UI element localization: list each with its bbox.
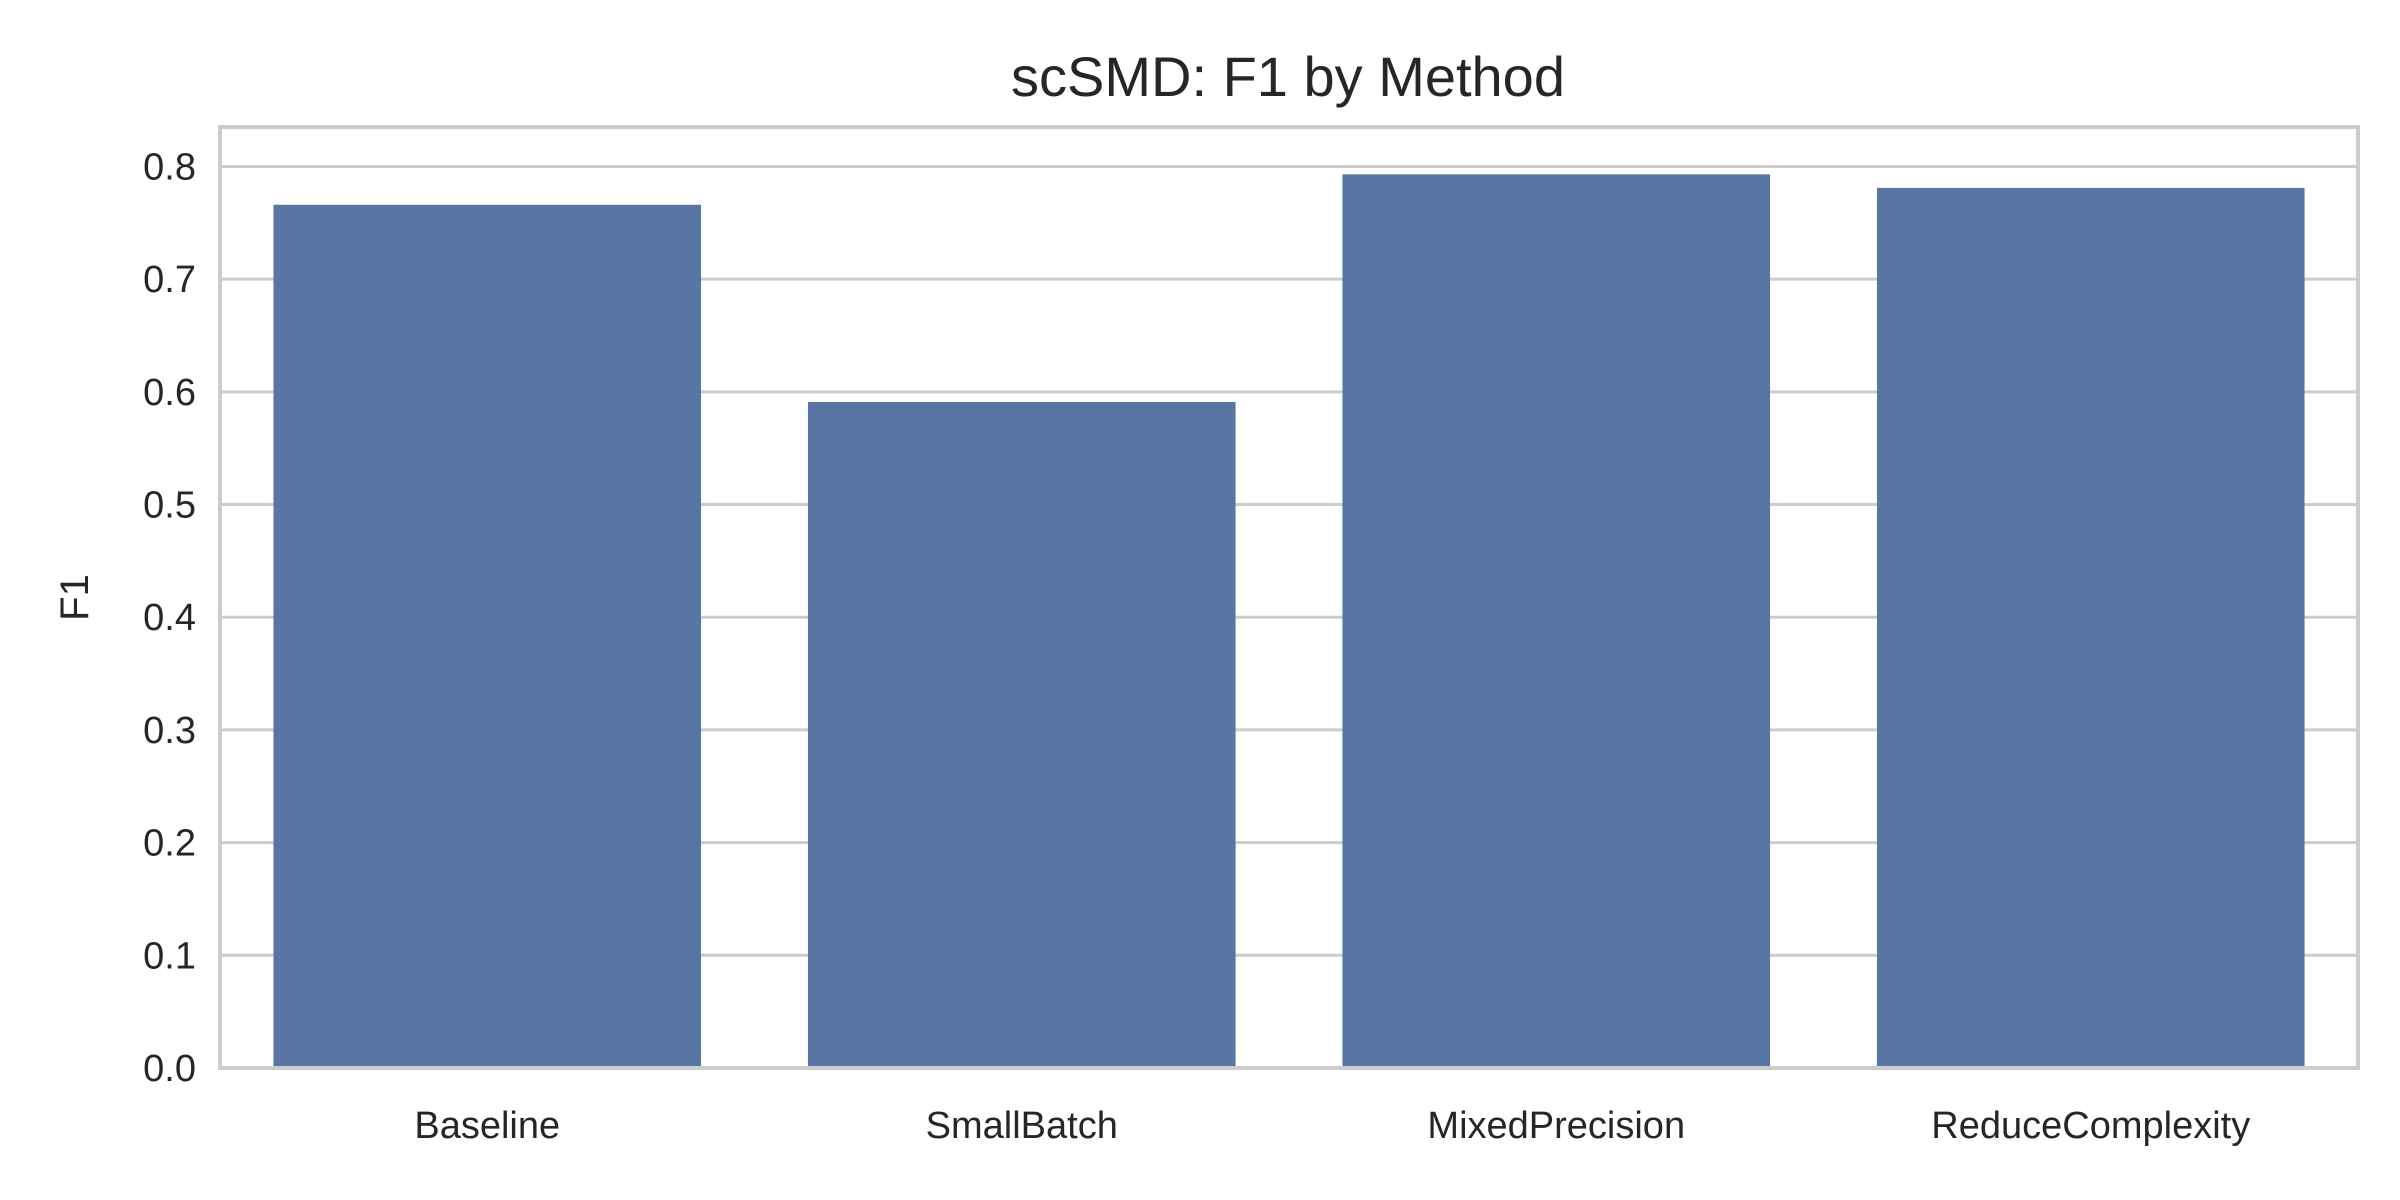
y-tick-label: 0.7 xyxy=(143,259,196,301)
x-tick-label: MixedPrecision xyxy=(1427,1105,1685,1147)
bar-smallbatch xyxy=(807,401,1236,1068)
y-tick-label: 0.5 xyxy=(143,485,196,527)
y-tick-labels: 0.0 0.1 0.2 0.3 0.4 0.5 0.6 0.7 0.8 xyxy=(143,146,196,1090)
y-tick-label: 0.4 xyxy=(143,597,196,639)
x-tick-label: SmallBatch xyxy=(926,1105,1118,1147)
y-tick-label: 0.2 xyxy=(143,823,196,865)
y-tick-label: 0.0 xyxy=(143,1048,196,1090)
y-tick-label: 0.1 xyxy=(143,935,196,977)
bar-reducecomplexity xyxy=(1876,187,2305,1068)
bars xyxy=(273,174,2305,1069)
chart-title: scSMD: F1 by Method xyxy=(1011,45,1565,108)
x-tick-labels: Baseline SmallBatch MixedPrecision ReduceCo… xyxy=(414,1105,2250,1147)
axes-frame xyxy=(218,125,2360,1070)
y-tick-label: 0.6 xyxy=(143,372,196,414)
y-tick-label: 0.3 xyxy=(143,710,196,752)
bar-mixedprecision xyxy=(1342,174,1771,1069)
y-tick-label: 0.8 xyxy=(143,146,196,188)
y-axis-label: F1 xyxy=(53,574,97,621)
bar-baseline xyxy=(273,204,702,1068)
x-tick-label: ReduceComplexity xyxy=(1931,1105,2250,1147)
x-tick-label: Baseline xyxy=(414,1105,560,1147)
